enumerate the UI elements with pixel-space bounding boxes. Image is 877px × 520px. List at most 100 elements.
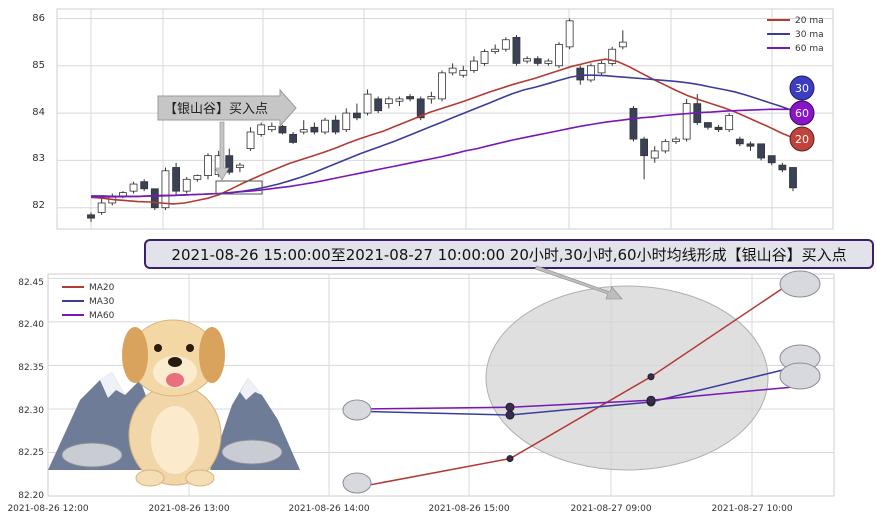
ma30-line — [370, 367, 792, 416]
dog-ear — [199, 327, 225, 383]
candle-body — [523, 58, 531, 62]
candle-body — [363, 93, 372, 114]
legend-label-60ma: 60 ma — [795, 44, 824, 54]
ma20-line — [90, 58, 794, 205]
dog-ear — [122, 327, 148, 383]
candle-body — [746, 143, 755, 147]
candle-body — [87, 214, 95, 219]
ma20-point — [506, 455, 514, 463]
candle-body — [459, 70, 468, 76]
candle-body — [267, 125, 276, 131]
bottom-y-tick: 82.45 — [18, 278, 44, 288]
bottom-y-axis: 82.45 82.40 82.35 82.30 82.25 82.20 — [18, 278, 44, 501]
banner-text: 2021-08-26 15:00:00至2021-08-27 10:00:00 … — [171, 246, 846, 264]
candle-body — [757, 143, 765, 159]
badge-60-label: 60 — [795, 107, 809, 120]
mountain-snow — [100, 372, 125, 398]
top-y-tick: 82 — [32, 200, 45, 211]
bottom-x-tick: 2021-08-26 13:00 — [148, 504, 229, 514]
candle-body — [704, 122, 712, 128]
candle-body — [491, 48, 500, 52]
bottom-legend: MA20 MA30 MA60 — [62, 283, 115, 321]
candle-body — [395, 98, 404, 102]
candle-body — [97, 202, 106, 213]
dog-tongue — [166, 373, 184, 387]
silver-ingot-icon — [221, 439, 283, 465]
silver-ingot-icon — [61, 442, 123, 468]
candle-body — [384, 98, 393, 105]
candle-body — [321, 119, 329, 133]
dog-muzzle — [153, 356, 197, 388]
candle-body — [682, 103, 691, 140]
candle-body — [533, 58, 542, 64]
candle-body — [789, 167, 797, 189]
top-ma-lines — [90, 58, 794, 205]
candle-body — [246, 131, 255, 149]
candle-body — [310, 126, 319, 133]
bottom-y-tick: 82.20 — [18, 491, 44, 501]
candle-body — [225, 155, 234, 173]
candle-body — [661, 141, 670, 152]
candle-body — [565, 20, 574, 48]
candle-body — [140, 181, 149, 190]
ma60-point — [505, 402, 515, 412]
candle-body — [150, 188, 159, 209]
silver-ingot-icon — [779, 270, 821, 298]
silver-ingot-icon — [342, 472, 372, 494]
badge-30-label: 30 — [795, 82, 809, 95]
ma60-point — [646, 395, 656, 405]
callout: 【银山谷】买入点 — [157, 88, 297, 181]
candle-body — [182, 178, 191, 192]
candle-body — [193, 175, 202, 180]
candle-body — [172, 167, 180, 192]
candle-body — [119, 192, 127, 197]
candle-body — [587, 65, 595, 81]
ingot-markers — [342, 270, 821, 494]
candle-body — [416, 98, 425, 119]
candle-body — [608, 48, 617, 64]
candle-body — [629, 107, 638, 140]
candle-body — [204, 155, 212, 176]
candle-body — [353, 112, 361, 119]
candle-body — [257, 124, 266, 135]
bottom-x-tick: 2021-08-26 12:00 — [7, 504, 88, 514]
silver-ingot-icon — [342, 399, 372, 421]
candle-body — [161, 170, 170, 209]
badge-20-circle — [789, 126, 815, 152]
banner-pointer-arrow — [534, 265, 623, 300]
signal-banner: 2021-08-26 15:00:00至2021-08-27 10:00:00 … — [144, 239, 874, 269]
callout-arrow-shape — [157, 88, 297, 128]
bottom-x-tick: 2021-08-27 10:00 — [711, 504, 792, 514]
ma30-point — [505, 410, 515, 420]
candle-body — [278, 125, 287, 134]
candle-body — [650, 150, 659, 159]
callout-label: 【银山谷】买入点 — [164, 102, 268, 117]
candle-body — [778, 164, 787, 171]
candle-body — [735, 138, 744, 145]
candle-body — [555, 44, 563, 67]
ma60-line — [370, 386, 792, 410]
candle-body — [576, 67, 585, 81]
crossover-ellipse — [485, 285, 769, 471]
candle-body — [129, 183, 138, 192]
candles — [87, 18, 797, 222]
dog-eye — [154, 344, 162, 352]
legend-label-30ma: 30 ma — [795, 30, 824, 40]
dog-chest — [151, 406, 199, 474]
bottom-y-tick: 82.25 — [18, 448, 44, 458]
ma20-line — [370, 282, 792, 486]
candle-body — [618, 41, 627, 48]
candle-body — [438, 72, 446, 100]
candle-body — [714, 126, 723, 131]
top-y-tick: 84 — [32, 107, 45, 118]
badge-60-circle — [789, 100, 815, 126]
badge-30-circle — [789, 75, 815, 101]
top-y-axis: 86 85 84 83 82 — [32, 13, 45, 211]
candle-body — [406, 96, 414, 100]
top-y-tick: 85 — [32, 60, 45, 71]
top-legend: 20 ma 30 ma 60 ma — [767, 16, 824, 54]
candle-body — [299, 129, 308, 133]
dog-paw — [135, 469, 165, 487]
bottom-x-tick: 2021-08-26 15:00 — [428, 504, 509, 514]
